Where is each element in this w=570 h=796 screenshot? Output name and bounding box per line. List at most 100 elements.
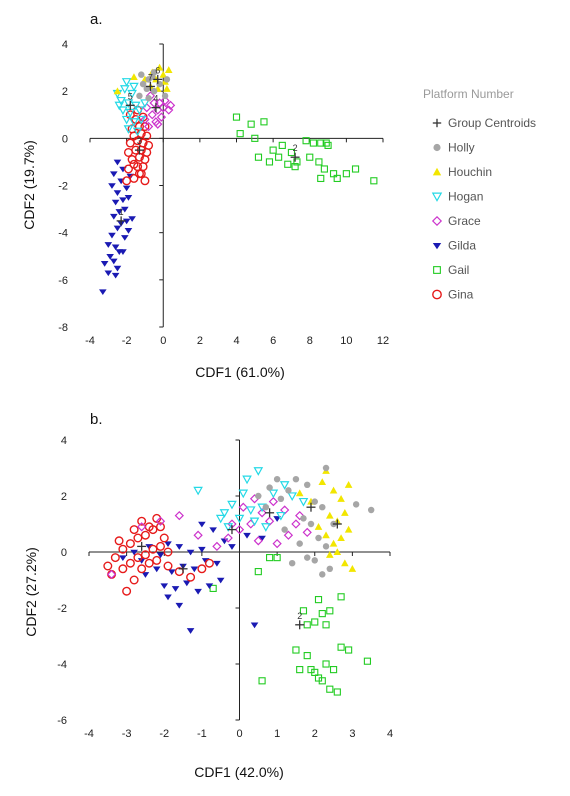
panel-a-series-gilda	[99, 159, 136, 296]
panel-b-axes	[89, 440, 390, 720]
gina-point	[204, 558, 214, 568]
panel-a-x-tick-label: 10	[340, 335, 352, 347]
gilda-point	[205, 583, 214, 590]
houchin-point	[163, 85, 171, 92]
gilda-point	[152, 566, 161, 573]
panel-a-y-axis-title: CDF2 (19.7%)	[21, 140, 37, 229]
houchin-point	[113, 87, 122, 95]
gina-point	[110, 553, 120, 563]
holly-point	[352, 501, 360, 508]
panel-a-annotation: 5	[128, 91, 133, 101]
gina-point	[125, 558, 135, 568]
holly-point	[288, 559, 296, 567]
panel-b-annotation: 2	[297, 611, 302, 621]
gina-point	[107, 569, 117, 579]
legend-item-holly: Holly	[433, 141, 475, 155]
gail-point	[251, 134, 259, 142]
panel-a-x-tick-label: 6	[270, 335, 276, 347]
gilda-point	[113, 190, 122, 196]
gina-point	[140, 176, 150, 186]
legend-label: Group Centroids	[448, 116, 536, 130]
panel-a-y-tick-label: 4	[62, 39, 68, 51]
houchin-point	[318, 478, 327, 486]
gail-point	[345, 646, 353, 654]
grace-point	[234, 524, 245, 535]
gina-point	[133, 533, 143, 543]
gail-point	[303, 652, 311, 660]
hogan-point	[219, 509, 230, 518]
panel-b-x-tick-label: 1	[274, 728, 280, 740]
panel-a-annotation: 4	[153, 94, 158, 104]
panel-b-annotations: 2	[297, 611, 302, 621]
gail-point	[337, 643, 345, 651]
gail-point	[254, 568, 262, 576]
gail-point	[351, 165, 360, 173]
panel-a-annotation: 1	[119, 207, 124, 217]
grace-point	[291, 519, 301, 529]
gail-point	[326, 685, 334, 693]
grace-point	[137, 522, 147, 532]
hogan-point	[121, 78, 132, 87]
hogan-point	[134, 106, 145, 116]
legend-title: Platform Number	[423, 87, 514, 101]
gilda-point	[273, 516, 281, 522]
holly-point	[300, 515, 307, 522]
gina-point	[140, 550, 150, 560]
legend-label: Holly	[448, 141, 475, 155]
gail-point	[273, 554, 281, 562]
gina-point	[140, 530, 150, 540]
group-centroids-point	[265, 508, 275, 518]
group-centroids-point	[306, 502, 316, 512]
hogan-point	[245, 506, 256, 516]
gilda-point	[164, 594, 172, 601]
gina-point	[144, 140, 154, 150]
gail-point	[278, 141, 286, 149]
legend-marker-grace	[431, 215, 443, 227]
panel-a-series-grace	[140, 91, 176, 132]
gina-point	[118, 564, 128, 574]
panel-b-x-tick-label: 2	[312, 728, 318, 740]
gilda-point	[113, 159, 122, 166]
panel-b-series-group-centroids	[137, 502, 342, 630]
grace-point	[156, 112, 167, 122]
gail-point	[317, 174, 325, 183]
hogan-point	[116, 96, 126, 106]
gilda-point	[99, 289, 107, 296]
gina-point	[129, 575, 139, 585]
gilda-point	[113, 225, 122, 232]
grace-point	[140, 114, 150, 125]
gilda-point	[167, 569, 176, 576]
holly-point	[150, 87, 158, 95]
gina-point	[122, 586, 132, 596]
hogan-point	[127, 89, 137, 99]
gilda-point	[111, 244, 120, 251]
hogan-point	[287, 492, 297, 502]
holly-point	[255, 492, 262, 500]
hogan-point	[193, 486, 203, 496]
panel-b-y-axis-title: CDF2 (27.2%)	[23, 547, 39, 636]
legend-marker-hogan	[431, 192, 443, 202]
grace-point	[174, 510, 184, 521]
panel-a-x-tick-label: -4	[85, 335, 95, 347]
group-centroids-point	[116, 216, 126, 226]
panel-a-annotation: 6	[155, 65, 160, 75]
group-centroids-point	[151, 103, 161, 113]
legend-item-grace: Grace	[431, 214, 481, 228]
gina-point	[129, 159, 139, 169]
panel-a-x-tick-label: 2	[197, 335, 203, 347]
holly-point	[315, 534, 322, 542]
hogan-point	[119, 85, 130, 94]
gilda-point	[124, 228, 133, 234]
gail-point	[258, 677, 266, 685]
grace-point	[212, 541, 222, 552]
group-centroids-point	[227, 525, 237, 535]
gilda-point	[137, 558, 146, 564]
legend-item-hogan: Hogan	[431, 190, 483, 204]
holly-point	[149, 73, 156, 81]
panel-a-x-tick-label: 0	[160, 335, 166, 347]
gail-point	[322, 621, 330, 629]
gina-point	[127, 155, 137, 165]
gilda-point	[110, 258, 118, 265]
panel-a-series-group-centroids	[116, 74, 300, 226]
